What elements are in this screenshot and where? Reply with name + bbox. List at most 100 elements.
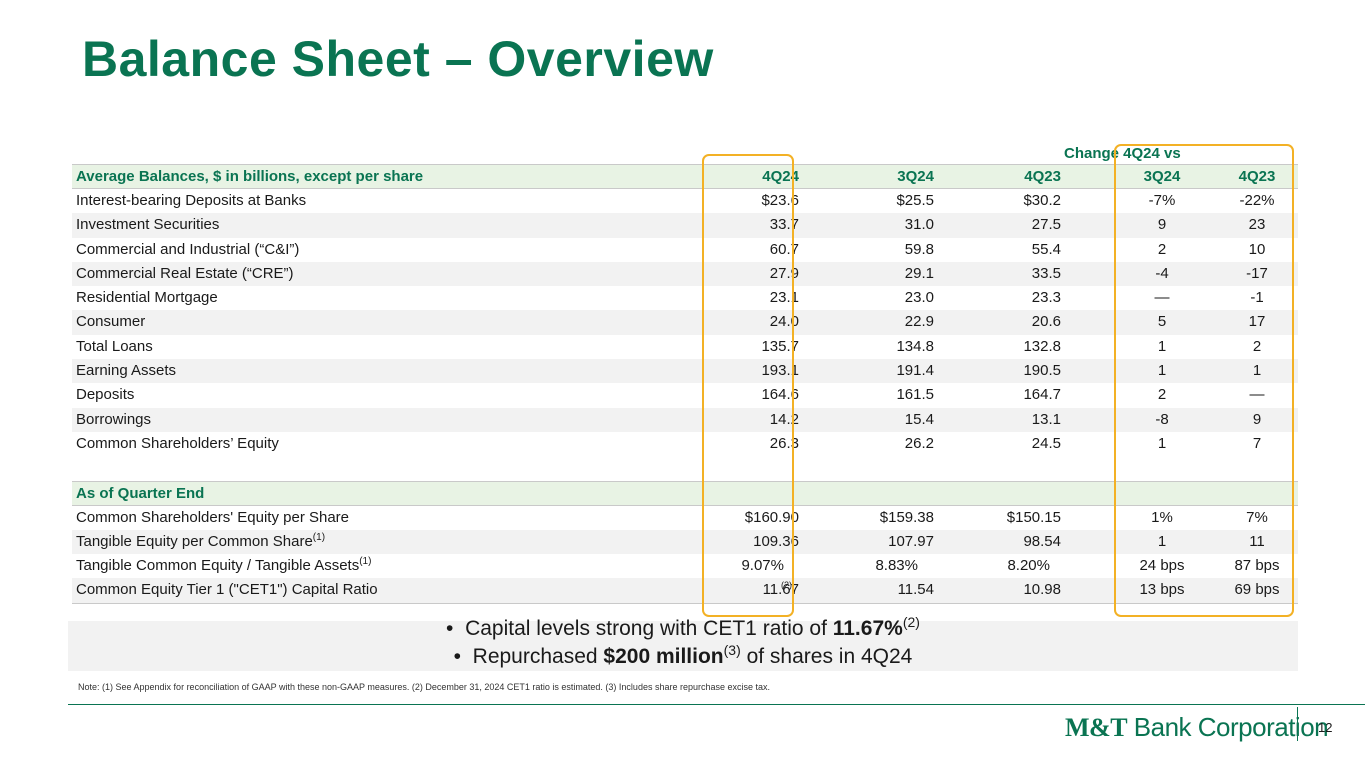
cell-3q24: 134.8: [896, 337, 934, 355]
table-row: Consumer 24.0 22.9 20.6 5 17: [72, 310, 1298, 335]
cell-4q24: 164.6: [761, 386, 799, 404]
cell-chg-3q24: 1: [1157, 532, 1167, 550]
cell-chg-4q23: -17: [1246, 264, 1268, 282]
cell-chg-4q23: —: [1249, 386, 1265, 404]
qe-header-row: As of Quarter End: [72, 480, 1298, 506]
cell-4q24: 60.7: [769, 240, 799, 258]
cell-chg-4q23: 23: [1248, 216, 1266, 234]
cell-4q23: 132.8: [1023, 337, 1061, 355]
cell-chg-3q24: -7%: [1148, 192, 1176, 209]
cell-chg-3q24: -4: [1155, 264, 1169, 282]
cell-3q24: 31.0: [904, 216, 934, 234]
cell-3q24: 29.1: [904, 264, 934, 282]
cell-4q24: 193.1: [761, 362, 799, 380]
row-label: Consumer: [76, 313, 146, 331]
table-row: Commercial and Industrial (“C&I”) 60.7 59.…: [72, 238, 1298, 262]
bullet-capital: • Capital levels strong with CET1 ratio …: [446, 614, 920, 640]
change-header: Change 4Q24 vs: [1064, 145, 1181, 162]
cell-chg-3q24: —: [1154, 289, 1170, 307]
row-label: Investment Securities: [76, 216, 220, 234]
logo-mark: M&T: [1065, 713, 1128, 742]
bullet-repurchase-value: $200 million: [603, 645, 724, 668]
cell-4q23: 20.6: [1031, 313, 1061, 331]
cell-4q23: 33.5: [1031, 264, 1061, 282]
cell-3q24: 26.2: [904, 434, 934, 452]
row-label: Earning Assets: [76, 362, 177, 380]
table-row: Commercial Real Estate (“CRE”) 27.9 29.1 33…: [72, 261, 1298, 287]
cell-chg-3q24: 13 bps: [1139, 581, 1185, 599]
table-row: Tangible Common Equity / Tangible Assets…: [72, 554, 1298, 578]
avg-header-row: Average Balances, $ in billions, except …: [72, 164, 1298, 189]
row-label: Interest-bearing Deposits at Banks: [76, 192, 307, 209]
cell-4q24: 33.7: [769, 216, 799, 234]
row-label: Deposits: [76, 386, 135, 404]
table-row: Common Shareholders' Equity per Share $16…: [72, 506, 1298, 530]
row-label-footnote: (1): [312, 531, 326, 543]
cell-3q24: $159.38: [879, 508, 934, 526]
table-row: Investment Securities 33.7 31.0 27.5 9 23: [72, 213, 1298, 238]
cell-chg-3q24: 2: [1157, 240, 1167, 258]
bullet-capital-footnote: (2): [902, 614, 920, 630]
cell-chg-4q23: 69 bps: [1234, 581, 1280, 599]
table-row: Common Shareholders’ Equity 26.3 26.2 24.5 1…: [72, 432, 1298, 456]
cell-chg-4q23: 87 bps: [1234, 557, 1280, 575]
cell-chg-4q23: 7%: [1246, 508, 1268, 526]
cell-chg-3q24: 1: [1157, 434, 1167, 452]
footer-divider: [1297, 707, 1298, 741]
callout-box: • Capital levels strong with CET1 ratio …: [68, 615, 1298, 671]
balance-table: Average Balances, $ in billions, except …: [72, 142, 1298, 604]
cell-3q24: 59.8: [904, 240, 934, 258]
cell-4q23: 55.4: [1031, 240, 1061, 258]
cell-chg-4q23: 2: [1252, 337, 1262, 355]
table-row: Earning Assets 193.1 191.4 190.5 1 1: [72, 359, 1298, 384]
page-title: Balance Sheet – Overview: [82, 31, 714, 87]
avg-header-label: Average Balances, $ in billions, except …: [76, 168, 424, 185]
cell-4q24: 9.07%: [741, 557, 784, 575]
cell-3q24: 23.0: [904, 289, 934, 307]
cell-4q23: 23.3: [1031, 289, 1061, 307]
row-label: Borrowings: [76, 410, 152, 428]
row-label: Total Loans: [76, 337, 153, 355]
cell-4q23: 164.7: [1023, 386, 1061, 404]
cell-chg-3q24: 1: [1157, 337, 1167, 355]
cell-3q24: 191.4: [896, 362, 934, 380]
cell-4q23: 24.5: [1031, 434, 1061, 452]
row-label: Commercial Real Estate (“CRE”): [76, 264, 294, 282]
table-row: Total Loans 135.7 134.8 132.8 1 2: [72, 335, 1298, 359]
cell-chg-4q23: 9: [1252, 410, 1262, 428]
header-4q23: 4Q23: [1024, 168, 1061, 185]
cell-chg-4q23: 7: [1252, 434, 1262, 452]
cell-4q24: 14.2: [769, 410, 799, 428]
cell-4q24: 26.3: [769, 434, 799, 452]
cell-3q24: 22.9: [904, 313, 934, 331]
cell-chg-3q24: 1: [1157, 362, 1167, 380]
table-row: Common Equity Tier 1 ("CET1") Capital Ra…: [72, 578, 1298, 604]
row-label: Common Shareholders' Equity per Share: [76, 508, 350, 526]
cell-4q23: 190.5: [1023, 362, 1061, 380]
logo-text: Bank Corporation: [1127, 712, 1329, 742]
row-label: Tangible Common Equity / Tangible Assets: [76, 557, 360, 575]
table-row: Tangible Equity per Common Share(1) 109.3…: [72, 529, 1298, 555]
cell-chg-3q24: 1%: [1151, 508, 1173, 526]
cell-chg-4q23: 10: [1248, 240, 1266, 258]
bullet-repurchase-suffix: of shares in 4Q24: [740, 645, 913, 668]
bullet-repurchase-footnote: (3): [723, 642, 741, 658]
cell-4q24: $160.90: [744, 508, 799, 526]
cell-4q24: 23.1: [769, 289, 799, 307]
row-label: Residential Mortgage: [76, 289, 218, 307]
cell-4q24: $23.6: [761, 192, 799, 209]
highlight-4q24-column: [702, 154, 794, 617]
cell-4q24: 27.9: [769, 264, 799, 282]
cell-4q23: 8.20%: [1007, 557, 1050, 575]
row-label: Common Shareholders’ Equity: [76, 434, 279, 452]
cell-4q24: 135.7: [761, 337, 799, 355]
cell-4q23: 13.1: [1031, 410, 1061, 428]
cell-4q23: 98.54: [1023, 532, 1061, 550]
page-number: 12: [1318, 720, 1333, 735]
cell-chg-4q23: -1: [1250, 289, 1264, 307]
cell-4q24: 24.0: [769, 313, 799, 331]
cell-3q24: 15.4: [904, 410, 934, 428]
highlight-change-columns: [1114, 144, 1294, 617]
company-logo: M&T Bank Corporation: [1065, 712, 1329, 743]
table-row: Deposits 164.6 161.5 164.7 2 —: [72, 383, 1298, 407]
